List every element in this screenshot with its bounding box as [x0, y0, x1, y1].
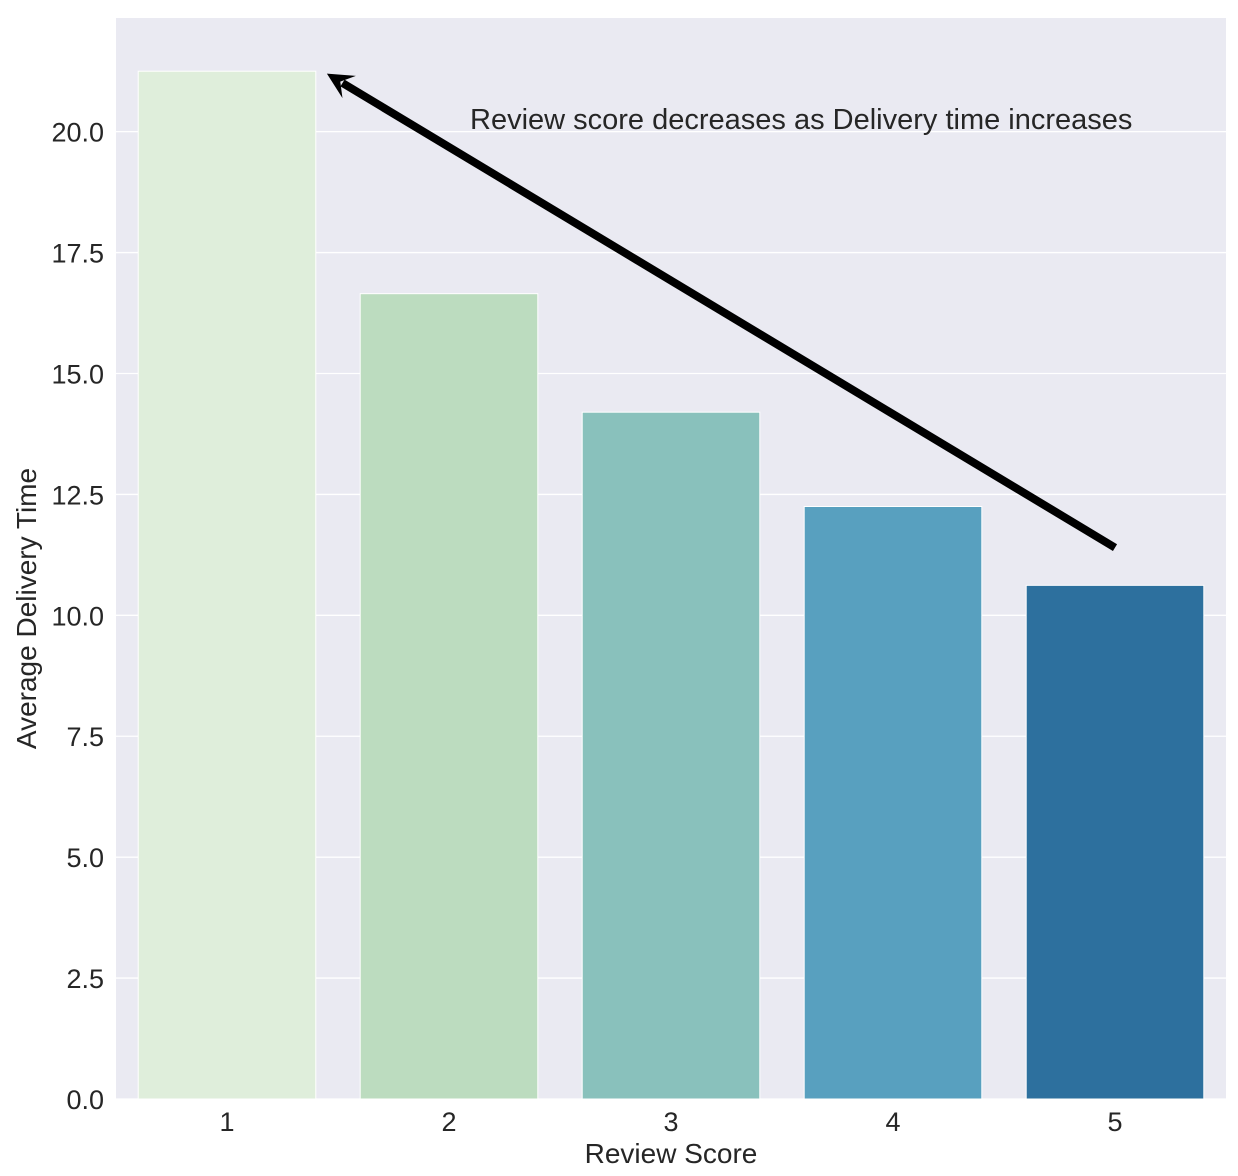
y-tick-label: 5.0	[66, 843, 104, 873]
x-tick-label: 3	[663, 1107, 678, 1137]
x-tick-label: 1	[219, 1107, 234, 1137]
y-tick-label: 15.0	[51, 359, 104, 389]
y-tick-label: 17.5	[51, 239, 104, 269]
y-tick-label: 2.5	[66, 964, 104, 994]
bar-5	[1025, 584, 1205, 1100]
y-tick-label: 12.5	[51, 480, 104, 510]
arrow-head	[326, 73, 356, 99]
x-axis-label: Review Score	[585, 1138, 758, 1169]
y-tick-label: 7.5	[66, 722, 104, 752]
bar-4	[803, 506, 983, 1100]
arrow-shaft	[340, 79, 1118, 552]
x-tick-label: 5	[1107, 1107, 1122, 1137]
annotation-text: Review score decreases as Delivery time …	[470, 104, 1132, 136]
y-axis-label: Average Delivery Time	[11, 468, 42, 749]
bar-3	[581, 411, 761, 1100]
y-tick-label: 0.0	[66, 1085, 104, 1115]
x-tick-labels: 1 2 3 4 5	[219, 1107, 1122, 1137]
y-tick-label: 10.0	[51, 601, 104, 631]
annotation-arrow	[326, 73, 1118, 552]
bar-2	[359, 293, 539, 1100]
bars	[137, 70, 1205, 1100]
x-tick-label: 4	[885, 1107, 900, 1137]
x-tick-label: 2	[441, 1107, 456, 1137]
bar-1	[137, 70, 317, 1100]
y-tick-labels: 0.0 2.5 5.0 7.5 10.0 12.5 15.0 17.5 20.0	[51, 118, 104, 1115]
y-tick-label: 20.0	[51, 118, 104, 148]
